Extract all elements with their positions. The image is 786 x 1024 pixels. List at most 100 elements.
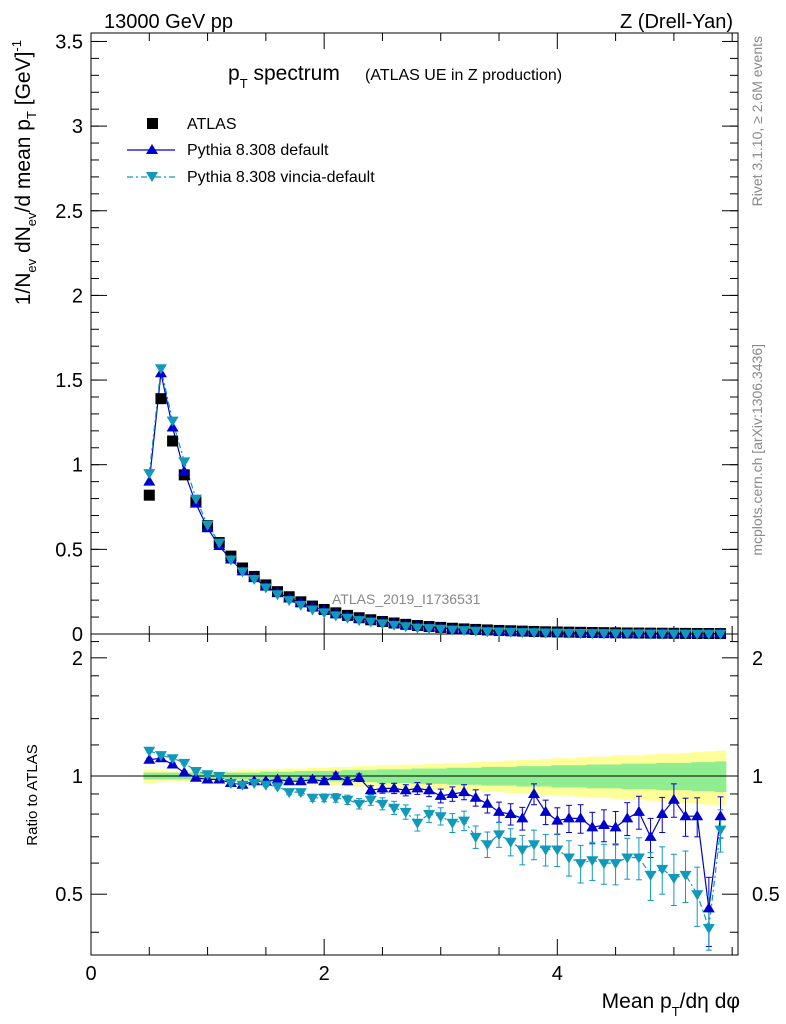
- ratio-point: [481, 840, 494, 851]
- ratio-point: [364, 784, 377, 795]
- plot-title: pT spectrum: [228, 62, 340, 91]
- ratio-ytick-label: 2: [72, 648, 83, 670]
- main-ytick-label: 3: [72, 116, 83, 138]
- ratio-point: [446, 818, 459, 829]
- ratio-point: [714, 825, 727, 836]
- main-point: [446, 625, 459, 636]
- ratio-point: [224, 778, 237, 789]
- ratio-point: [434, 789, 447, 800]
- main-point: [318, 608, 331, 619]
- main-point: [143, 475, 156, 486]
- ratio-point: [399, 807, 412, 818]
- ratio-point: [178, 766, 191, 777]
- ratio-point: [632, 853, 645, 864]
- main-ytick-label: 1.5: [55, 370, 83, 392]
- ratio-point: [318, 775, 331, 786]
- main-point: [539, 628, 552, 639]
- ratio-point: [341, 775, 354, 786]
- main-point: [527, 628, 540, 639]
- ratio-point: [213, 772, 226, 783]
- main-point: [714, 629, 727, 640]
- main-ytick-label: 2.5: [55, 201, 83, 223]
- ratio-point: [516, 845, 529, 856]
- ratio-point: [632, 805, 645, 816]
- ratio-point: [539, 845, 552, 856]
- ratio-point: [527, 840, 540, 851]
- main-point: [213, 538, 226, 549]
- ratio-point: [341, 795, 354, 806]
- ratio-point: [376, 799, 389, 810]
- rivet-label: Rivet 3.1.10, ≥ 2.6M events: [749, 36, 765, 206]
- ratio-point: [562, 853, 575, 864]
- ratio-point: [388, 782, 401, 793]
- ratio-point: [551, 814, 564, 825]
- ratio-point: [621, 812, 634, 823]
- main-point: [167, 435, 179, 447]
- main-ytick-label: 0.5: [55, 539, 83, 561]
- ratio-point: [493, 805, 506, 816]
- ratio-point: [248, 778, 261, 789]
- ratio-point: [283, 788, 296, 799]
- ratio-point: [551, 845, 564, 856]
- main-point: [516, 628, 529, 639]
- ratio-point: [539, 805, 552, 816]
- plot-title-suffix: (ATLAS UE in Z production): [365, 67, 562, 84]
- main-point: [667, 629, 680, 640]
- ratio-point: [411, 818, 424, 829]
- ratio-point: [644, 830, 657, 841]
- ratio-point: [679, 810, 692, 821]
- main-point: [586, 629, 599, 640]
- header-left: 13000 GeV pp: [104, 11, 233, 33]
- ratio-point: [562, 812, 575, 823]
- ratio-point: [679, 870, 692, 881]
- main-point: [434, 624, 447, 635]
- ratio-point: [259, 780, 272, 791]
- main-point: [143, 489, 155, 501]
- ratio-point: [399, 784, 412, 795]
- main-point: [178, 457, 191, 468]
- ratio-point: [504, 837, 517, 848]
- main-point: [364, 617, 377, 628]
- main-point: [341, 613, 354, 624]
- ratio-point: [294, 775, 307, 786]
- ratio-point: [283, 775, 296, 786]
- main-point: [154, 364, 167, 375]
- ratio-ytick-label-right: 2: [752, 648, 763, 670]
- ratio-ylabel: Ratio to ATLAS: [24, 744, 41, 845]
- main-point: [562, 628, 575, 639]
- main-point: [201, 520, 214, 531]
- main-point: [656, 629, 669, 640]
- ratio-point: [702, 924, 715, 935]
- ratio-point: [434, 812, 447, 823]
- main-point: [294, 600, 307, 611]
- main-ytick-label: 1: [72, 455, 83, 477]
- main-point: [597, 629, 610, 640]
- main-point: [423, 624, 436, 635]
- ratio-ytick-label: 1: [72, 766, 83, 788]
- ratio-point: [597, 819, 610, 830]
- ratio-point: [294, 788, 307, 799]
- legend: ATLAS Pythia 8.308 default Pythia 8.308 …: [127, 116, 375, 186]
- xtick-label: 0: [85, 963, 96, 985]
- ratio-point: [446, 787, 459, 798]
- ratio-point: [143, 753, 156, 764]
- ratio-point: [154, 751, 167, 762]
- main-point: [306, 605, 319, 616]
- ratio-point: [166, 754, 179, 765]
- ratio-point: [656, 808, 669, 819]
- ratio-point: [621, 853, 634, 864]
- ratio-point: [667, 793, 680, 804]
- ratio-point: [667, 873, 680, 884]
- main-point: [376, 619, 389, 630]
- legend-marker-atlas: [147, 118, 158, 129]
- ratio-point: [516, 812, 529, 823]
- ratio-point: [329, 793, 342, 804]
- main-point: [632, 629, 645, 640]
- ratio-point: [236, 780, 249, 791]
- main-point: [551, 628, 564, 639]
- title-p-sub: T: [240, 76, 248, 91]
- ratio-point: [388, 803, 401, 814]
- ratio-point: [609, 821, 622, 832]
- ratio-point: [527, 787, 540, 798]
- main-point: [259, 583, 272, 594]
